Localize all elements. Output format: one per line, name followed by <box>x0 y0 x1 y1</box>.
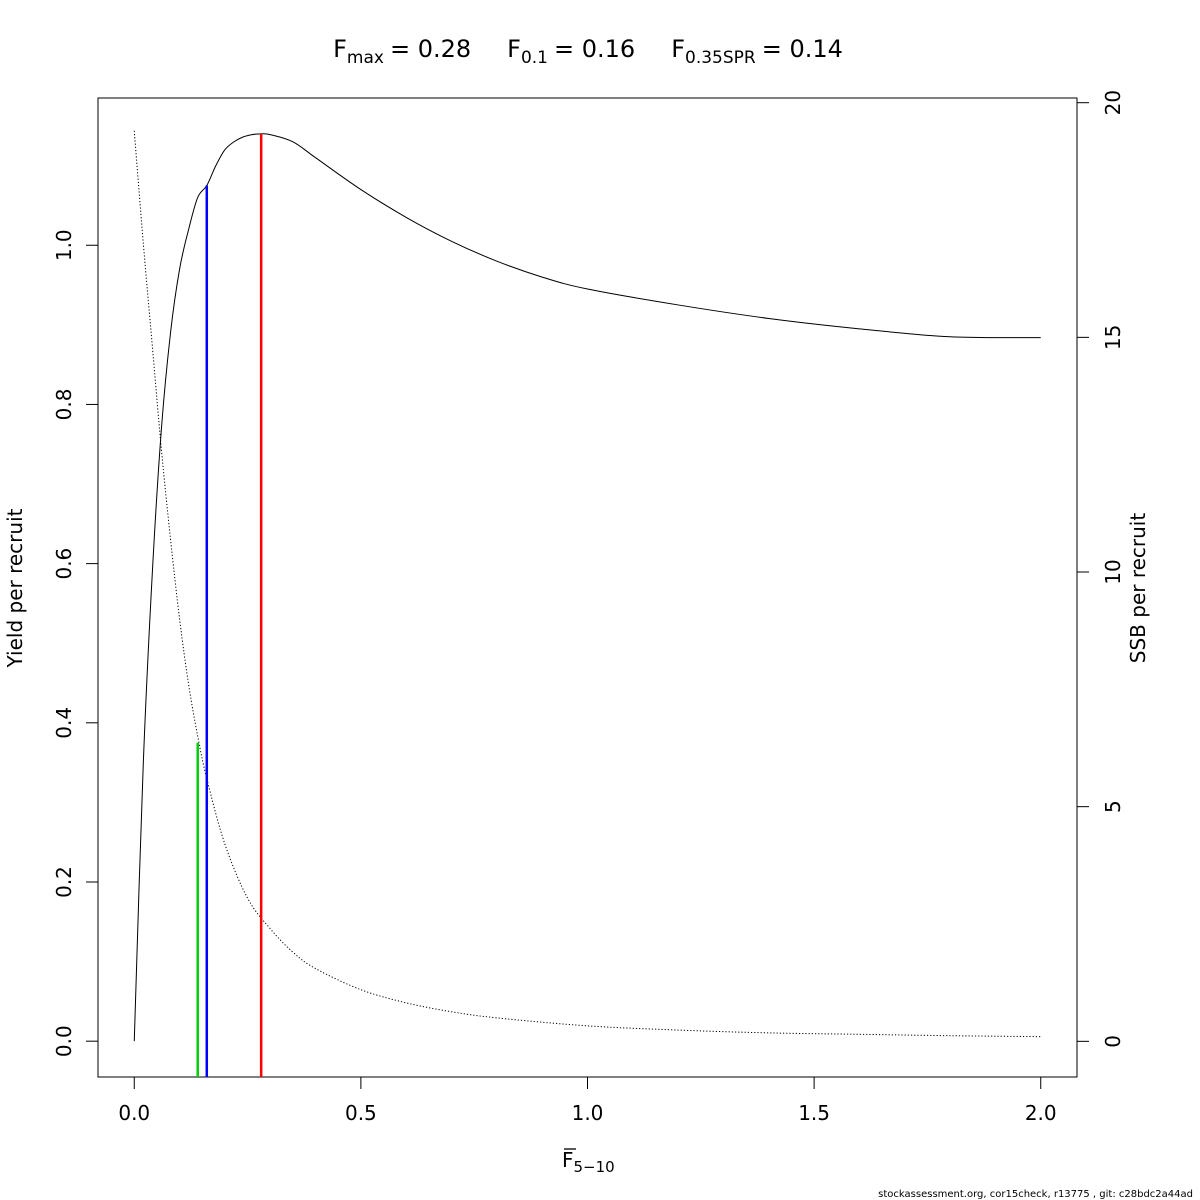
y-left-tick-label: 1.0 <box>52 229 76 261</box>
y-right-tick-label: 5 <box>1101 800 1125 813</box>
title-fspr-sub: 0.35SPR <box>685 48 756 68</box>
svg-text:F5−10: F5−10 <box>562 1148 615 1176</box>
x-axis-label-sub: 5−10 <box>574 1158 615 1176</box>
series-layer <box>133 130 1041 1042</box>
title-f01-value: = 0.16 <box>554 35 635 63</box>
ssb-per-recruit-line <box>133 130 1041 1038</box>
x-tick-label: 0.0 <box>118 1101 150 1125</box>
y-axis-left-label: Yield per recruit <box>3 508 27 668</box>
x-tick-label: 1.5 <box>798 1101 830 1125</box>
y-right-tick-label: 10 <box>1101 559 1125 584</box>
y-left-tick-label: 0.4 <box>52 707 76 739</box>
title-fspr-base: F <box>671 35 685 63</box>
y-left-tick-label: 0.0 <box>52 1025 76 1057</box>
x-axis-label-base: F <box>562 1148 574 1172</box>
x-axis-label: F5−10 <box>562 1148 615 1176</box>
y-left-tick-label: 0.8 <box>52 389 76 421</box>
x-tick-label: 1.0 <box>572 1101 604 1125</box>
y-axis-right: 0 5 10 15 20 <box>1076 90 1125 1048</box>
y-right-tick-label: 0 <box>1101 1035 1125 1048</box>
title-f01-base: F <box>507 35 521 63</box>
x-axis: 0.0 0.5 1.0 1.5 2.0 <box>118 1076 1057 1125</box>
yield-per-recruit-line <box>133 133 1041 1042</box>
footer-text: stockassessment.org, cor15check, r13775 … <box>878 1189 1193 1200</box>
title-fmax-sub: max <box>347 48 384 68</box>
y-left-tick-label: 0.6 <box>52 548 76 580</box>
x-tick-label: 2.0 <box>1025 1101 1057 1125</box>
y-right-tick-label: 15 <box>1101 325 1125 350</box>
plot-frame <box>97 97 1078 1078</box>
title-fmax-base: F <box>333 35 347 63</box>
y-axis-right-label: SSB per recruit <box>1126 513 1150 664</box>
chart-title: Fmax = 0.28 F0.1 = 0.16 F0.35SPR = 0.14 <box>333 35 843 68</box>
y-axis-left: 0.0 0.2 0.4 0.6 0.8 1.0 <box>52 229 99 1057</box>
title-f01-sub: 0.1 <box>521 48 548 68</box>
reference-lines <box>196 133 263 1077</box>
title-fspr-value: = 0.14 <box>762 35 843 63</box>
y-left-tick-label: 0.2 <box>52 866 76 898</box>
title-fmax-value: = 0.28 <box>390 35 471 63</box>
x-tick-label: 0.5 <box>345 1101 377 1125</box>
y-right-tick-label: 20 <box>1101 90 1125 115</box>
